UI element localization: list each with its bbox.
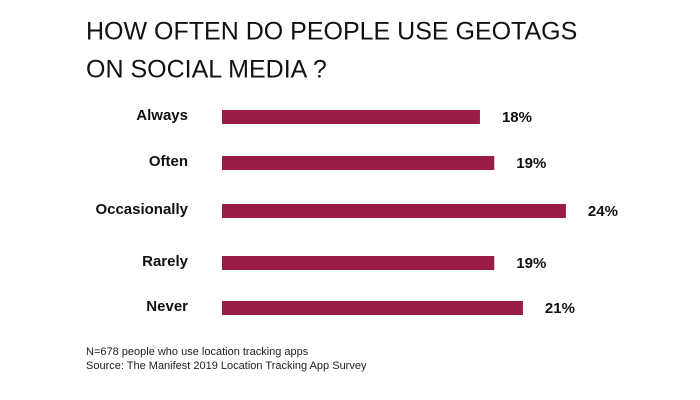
bar bbox=[222, 301, 523, 315]
category-label: Never bbox=[146, 298, 188, 315]
bar bbox=[222, 204, 566, 218]
bar bbox=[222, 256, 495, 270]
category-label: Rarely bbox=[142, 253, 189, 270]
bar bbox=[222, 156, 495, 170]
value-label: 18% bbox=[502, 109, 532, 126]
category-label: Often bbox=[149, 153, 188, 170]
value-label: 21% bbox=[545, 300, 575, 317]
bar bbox=[222, 110, 480, 124]
category-label: Always bbox=[136, 107, 188, 124]
category-label: Occasionally bbox=[95, 201, 188, 218]
footnote: Source: The Manifest 2019 Location Track… bbox=[86, 360, 367, 372]
value-label: 19% bbox=[516, 255, 546, 272]
chart-title: HOW OFTEN DO PEOPLE USE GEOTAGS bbox=[86, 18, 577, 46]
value-label: 19% bbox=[516, 155, 546, 172]
value-label: 24% bbox=[588, 203, 618, 220]
chart-title: ON SOCIAL MEDIA ? bbox=[86, 56, 327, 84]
footnote: N=678 people who use location tracking a… bbox=[86, 346, 309, 358]
